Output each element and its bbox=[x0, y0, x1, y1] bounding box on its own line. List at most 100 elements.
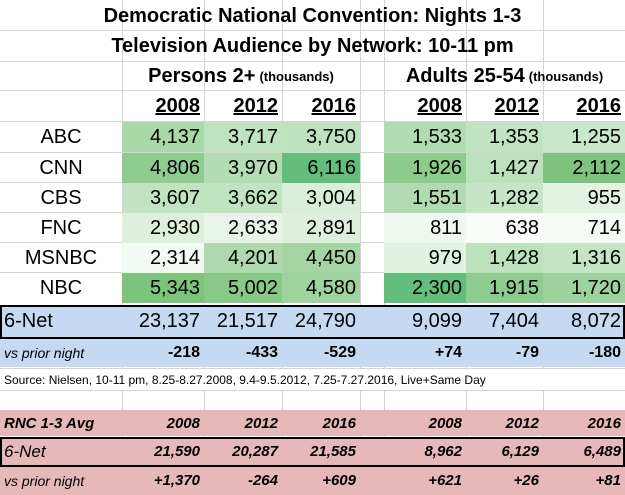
network-value: 5,343 bbox=[122, 273, 204, 303]
rnc-six-net-value: 6,489 bbox=[583, 443, 621, 460]
network-value: 4,450 bbox=[282, 243, 360, 273]
page-subtitle: Television Audience by Network: 10-11 pm bbox=[111, 35, 514, 57]
network-value: 1,533 bbox=[384, 122, 466, 152]
rnc-vs-prior-value: +1,370 bbox=[153, 472, 200, 489]
six-net-row: 6-Net 23,137 21,517 24,790 9,099 7,404 8… bbox=[0, 306, 625, 337]
network-value: 2,314 bbox=[122, 243, 204, 273]
network-value: 4,580 bbox=[282, 273, 360, 303]
adults-group-unit: (thousands) bbox=[528, 69, 604, 84]
network-value: 1,720 bbox=[543, 273, 625, 303]
network-row: FNC 2,930 2,633 2,891 811 638 714 bbox=[0, 213, 625, 243]
vs-prior-value: -529 bbox=[323, 343, 356, 361]
network-value: 3,970 bbox=[204, 153, 282, 183]
rnc-vs-prior-row: vs prior night +1,370 -264 +609 +621 +26… bbox=[0, 466, 625, 495]
rnc-year: 2008 bbox=[428, 414, 462, 432]
network-value: 1,255 bbox=[543, 122, 625, 152]
year-header: 2012 bbox=[233, 94, 279, 117]
rnc-six-net-label: 6-Net bbox=[4, 441, 46, 461]
six-net-value: 23,137 bbox=[138, 310, 200, 332]
gridline bbox=[0, 90, 625, 91]
year-header: 2016 bbox=[311, 94, 357, 117]
network-value: 3,662 bbox=[204, 183, 282, 213]
year-header: 2012 bbox=[494, 94, 540, 117]
persons-group-label: Persons 2+ bbox=[148, 65, 256, 87]
vs-prior-value: -218 bbox=[167, 343, 200, 361]
vs-prior-value: -433 bbox=[245, 343, 278, 361]
network-value: 4,137 bbox=[122, 122, 204, 152]
page-title: Democratic National Convention: Nights 1… bbox=[103, 5, 522, 27]
rnc-six-net-row: 6-Net 21,590 20,287 21,585 8,962 6,129 6… bbox=[0, 438, 625, 465]
network-row: CBS 3,607 3,662 3,004 1,551 1,282 955 bbox=[0, 183, 625, 213]
six-net-value: 21,517 bbox=[216, 310, 278, 332]
gridline bbox=[0, 368, 625, 369]
adults-group-label: Adults 25-54 bbox=[405, 65, 525, 87]
rnc-year: 2012 bbox=[244, 414, 278, 432]
network-row: NBC 5,343 5,002 4,580 2,300 1,915 1,720 bbox=[0, 273, 625, 303]
network-name: NBC bbox=[39, 276, 83, 299]
network-value: 3,607 bbox=[122, 183, 204, 213]
network-value: 714 bbox=[543, 213, 625, 243]
network-name: CBS bbox=[40, 186, 82, 209]
network-row: MSNBC 2,314 4,201 4,450 979 1,428 1,316 bbox=[0, 243, 625, 273]
rnc-year: 2008 bbox=[166, 414, 200, 432]
network-value: 2,633 bbox=[204, 213, 282, 243]
network-value: 3,717 bbox=[204, 122, 282, 152]
network-name: CNN bbox=[39, 156, 83, 179]
gridline bbox=[0, 61, 625, 62]
six-net-value: 7,404 bbox=[488, 310, 539, 332]
network-value: 1,427 bbox=[466, 153, 543, 183]
vs-prior-value: +74 bbox=[434, 343, 462, 361]
rnc-year: 2016 bbox=[587, 414, 621, 432]
rnc-vs-prior-label: vs prior night bbox=[4, 472, 85, 489]
six-net-value: 24,790 bbox=[294, 310, 356, 332]
network-value: 1,926 bbox=[384, 153, 466, 183]
network-value: 4,806 bbox=[122, 153, 204, 183]
network-value: 811 bbox=[384, 213, 466, 243]
vs-prior-value: -79 bbox=[515, 343, 539, 361]
network-value: 4,201 bbox=[204, 243, 282, 273]
network-name: FNC bbox=[40, 216, 82, 239]
source-row: Source: Nielsen, 10-11 pm, 8.25-8.27.200… bbox=[0, 369, 625, 390]
gridline bbox=[360, 0, 361, 495]
gridline bbox=[0, 152, 625, 153]
network-row: CNN 4,806 3,970 6,116 1,926 1,427 2,112 bbox=[0, 153, 625, 183]
rnc-year: 2012 bbox=[505, 414, 539, 432]
network-value: 2,112 bbox=[543, 153, 625, 183]
network-value: 1,551 bbox=[384, 183, 466, 213]
network-value: 5,002 bbox=[204, 273, 282, 303]
network-value: 2,891 bbox=[282, 213, 360, 243]
year-header: 2008 bbox=[155, 94, 201, 117]
network-value: 3,750 bbox=[282, 122, 360, 152]
network-value: 1,428 bbox=[466, 243, 543, 273]
network-value: 955 bbox=[543, 183, 625, 213]
rnc-vs-prior-value: +609 bbox=[322, 472, 356, 489]
rnc-six-net-value: 21,590 bbox=[154, 443, 200, 460]
rnc-six-net-value: 21,585 bbox=[310, 443, 356, 460]
six-net-value: 8,072 bbox=[570, 310, 621, 332]
vs-prior-label: vs prior night bbox=[4, 344, 85, 361]
network-value: 2,300 bbox=[384, 273, 466, 303]
network-value: 1,282 bbox=[466, 183, 543, 213]
rnc-six-net-value: 8,962 bbox=[424, 443, 462, 460]
gridline bbox=[0, 30, 625, 31]
rnc-six-net-value: 6,129 bbox=[501, 443, 539, 460]
rnc-vs-prior-value: +26 bbox=[513, 472, 539, 489]
rnc-header-row: RNC 1-3 Avg 2008 2012 2016 2008 2012 201… bbox=[0, 410, 625, 436]
network-row: ABC 4,137 3,717 3,750 1,533 1,353 1,255 bbox=[0, 122, 625, 152]
vs-prior-value: -180 bbox=[588, 343, 621, 361]
network-name: ABC bbox=[40, 125, 82, 148]
adults-group-header: Adults 25-54 (thousands) bbox=[384, 62, 625, 91]
group-header-row: Persons 2+ (thousands) Adults 25-54 (thous… bbox=[0, 62, 625, 91]
rnc-six-net-value: 20,287 bbox=[232, 443, 278, 460]
persons-group-header: Persons 2+ (thousands) bbox=[122, 62, 360, 91]
network-value: 1,316 bbox=[543, 243, 625, 273]
six-net-label: 6-Net bbox=[4, 310, 53, 332]
network-value: 1,915 bbox=[466, 273, 543, 303]
year-header: 2008 bbox=[417, 94, 463, 117]
year-header-row: 2008 2012 2016 2008 2012 2016 bbox=[0, 91, 625, 121]
network-value: 638 bbox=[466, 213, 543, 243]
gridline bbox=[0, 121, 625, 122]
rnc-label: RNC 1-3 Avg bbox=[4, 414, 95, 432]
six-net-value: 9,099 bbox=[411, 310, 462, 332]
network-value: 2,930 bbox=[122, 213, 204, 243]
